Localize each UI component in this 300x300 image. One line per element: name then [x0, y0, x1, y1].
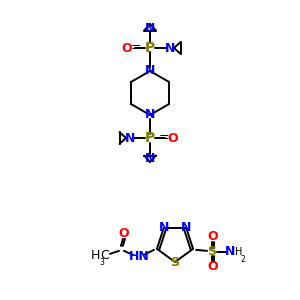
- Text: H: H: [91, 249, 100, 262]
- Text: S: S: [208, 245, 217, 258]
- Text: H: H: [235, 247, 242, 257]
- Text: N: N: [145, 109, 155, 122]
- Text: C: C: [100, 249, 109, 262]
- Text: N: N: [159, 221, 169, 234]
- Text: P: P: [145, 41, 155, 55]
- Text: N: N: [125, 131, 135, 145]
- Text: 3: 3: [100, 258, 104, 267]
- Text: P: P: [145, 131, 155, 145]
- Text: O: O: [208, 260, 218, 273]
- Text: O: O: [208, 230, 218, 243]
- Text: =: =: [131, 41, 141, 55]
- Text: N: N: [181, 221, 191, 234]
- Text: N: N: [145, 22, 155, 34]
- Text: S: S: [170, 256, 179, 268]
- Text: N: N: [225, 245, 235, 258]
- Text: O: O: [168, 131, 178, 145]
- Text: N: N: [165, 41, 175, 55]
- Text: O: O: [118, 227, 129, 240]
- Text: HN: HN: [129, 250, 149, 263]
- Text: N: N: [145, 152, 155, 164]
- Text: N: N: [145, 64, 155, 77]
- Text: =: =: [159, 131, 169, 145]
- Text: 2: 2: [240, 255, 245, 264]
- Text: O: O: [122, 41, 132, 55]
